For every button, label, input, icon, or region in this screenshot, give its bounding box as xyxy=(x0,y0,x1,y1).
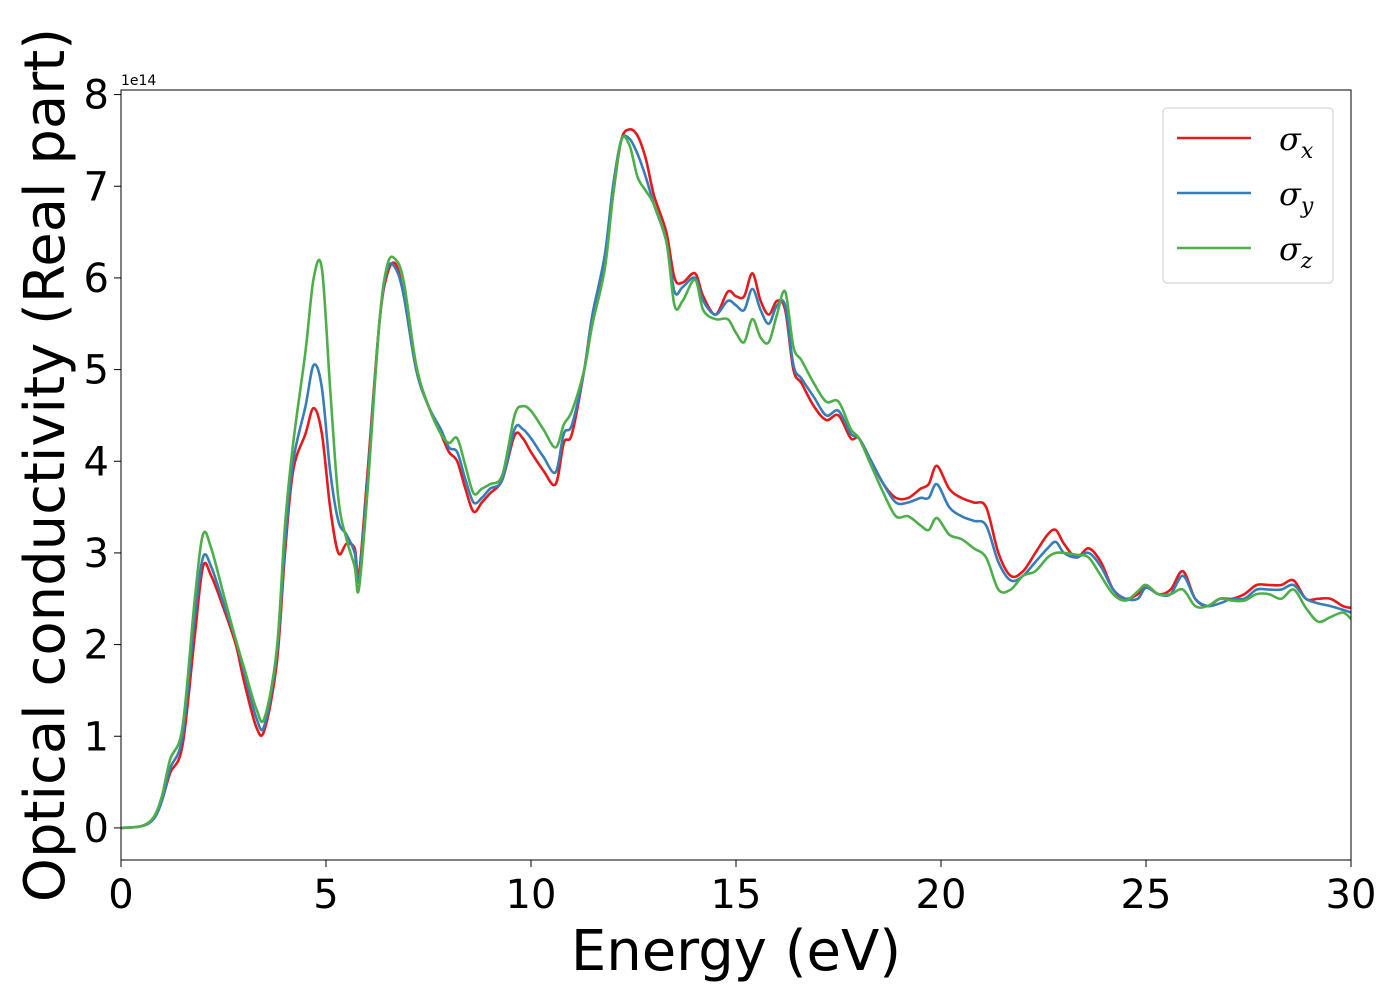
series-layer xyxy=(121,127,1351,830)
x-tick-label: 15 xyxy=(711,872,762,918)
y-tick-label: 1 xyxy=(84,714,109,760)
x-tick-label: 20 xyxy=(916,872,967,918)
y-tick-label: 0 xyxy=(84,806,109,852)
x-tick-label: 5 xyxy=(313,872,338,918)
y-tick-label: 4 xyxy=(84,439,109,485)
y-tick-label: 2 xyxy=(84,623,109,669)
y-axis-title: Optical conductivity (Real part) xyxy=(13,28,78,902)
y-tick-label: 7 xyxy=(84,164,109,210)
x-axis-title: Energy (eV) xyxy=(571,919,901,984)
x-axis: 0 5 10 15 20 25 30 xyxy=(108,860,1376,918)
series-line-z xyxy=(121,135,1351,830)
x-tick-label: 0 xyxy=(108,872,133,918)
y-tick-label: 6 xyxy=(84,256,109,302)
plot-area xyxy=(120,89,1352,861)
y-tick-label: 5 xyxy=(84,348,109,394)
x-tick-label: 10 xyxy=(506,872,557,918)
x-tick-label: 30 xyxy=(1326,872,1377,918)
y-axis: 0 1 2 3 4 5 6 7 8 xyxy=(84,73,121,852)
x-tick-label: 25 xyxy=(1121,872,1172,918)
series-line-y xyxy=(121,134,1351,830)
y-offset-text: 1e14 xyxy=(121,73,156,89)
y-tick-label: 8 xyxy=(84,73,109,119)
legend-label-x: σx xyxy=(1279,120,1314,164)
y-tick-label: 3 xyxy=(84,531,109,577)
legend-box xyxy=(1162,107,1334,284)
